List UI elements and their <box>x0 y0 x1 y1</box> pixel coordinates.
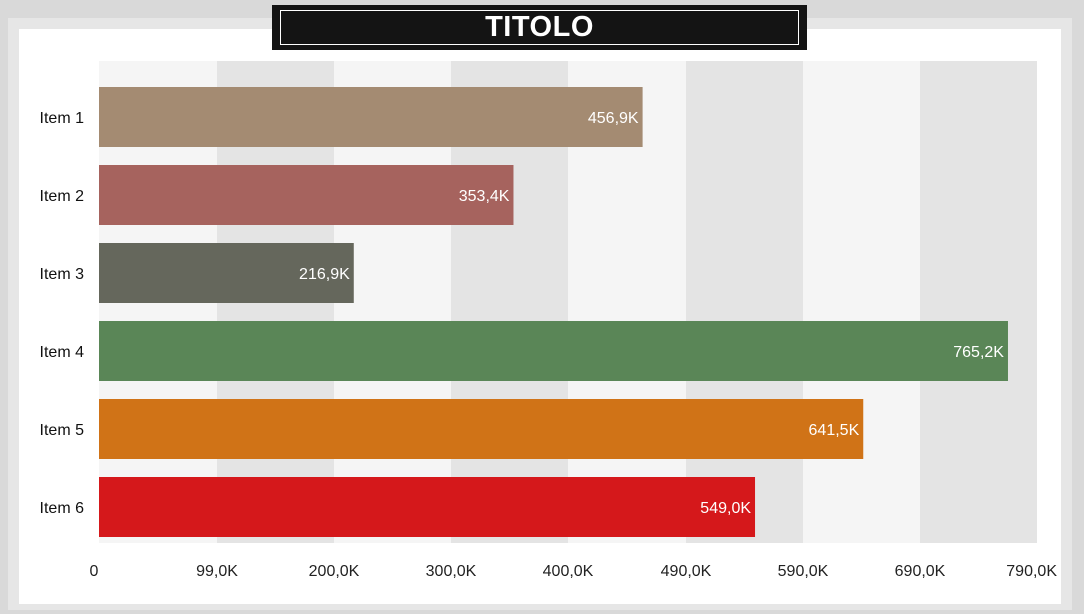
x-tick-label: 200,0K <box>309 563 360 580</box>
bar[interactable] <box>99 243 354 303</box>
chart-title-box: TITOLO <box>272 5 807 50</box>
grid-band <box>803 61 920 543</box>
x-tick-label: 400,0K <box>543 563 594 580</box>
category-label: Item 6 <box>40 500 85 517</box>
bar-value-label: 353,4K <box>459 188 510 205</box>
category-label: Item 2 <box>40 188 85 205</box>
x-tick-label: 790,0K <box>1006 563 1057 580</box>
x-tick-label: 690,0K <box>895 563 946 580</box>
bar-value-label: 549,0K <box>700 500 751 517</box>
category-label: Item 5 <box>40 422 85 439</box>
bar[interactable] <box>99 477 756 537</box>
bar-value-label: 456,9K <box>588 110 639 127</box>
x-tick-label: 590,0K <box>778 563 829 580</box>
bar[interactable] <box>99 399 864 459</box>
category-label: Item 4 <box>40 344 85 361</box>
x-axis-ticks: 0 99,0K 200,0K 300,0K 400,0K 490,0K 590,0K 690,… <box>90 563 1058 580</box>
grid-band <box>920 61 1037 543</box>
x-tick-label: 300,0K <box>426 563 477 580</box>
bar[interactable] <box>99 321 1008 381</box>
bar[interactable] <box>99 165 514 225</box>
bar[interactable] <box>99 87 643 147</box>
bar-value-label: 641,5K <box>809 422 860 439</box>
x-tick-label: 99,0K <box>196 563 238 580</box>
x-tick-label: 490,0K <box>661 563 712 580</box>
bar-value-label: 765,2K <box>953 344 1004 361</box>
bar-value-label: 216,9K <box>299 266 350 283</box>
category-label: Item 3 <box>40 266 85 283</box>
chart-title: TITOLO <box>280 10 799 45</box>
bars-group: 456,9K 353,4K 216,9K 765,2K 641,5K 549,0K <box>99 87 1008 537</box>
category-label: Item 1 <box>40 110 85 127</box>
grid-band <box>686 61 803 543</box>
x-tick-label: 0 <box>90 563 99 580</box>
category-labels: Item 1 Item 2 Item 3 Item 4 Item 5 Item 6 <box>40 110 85 517</box>
